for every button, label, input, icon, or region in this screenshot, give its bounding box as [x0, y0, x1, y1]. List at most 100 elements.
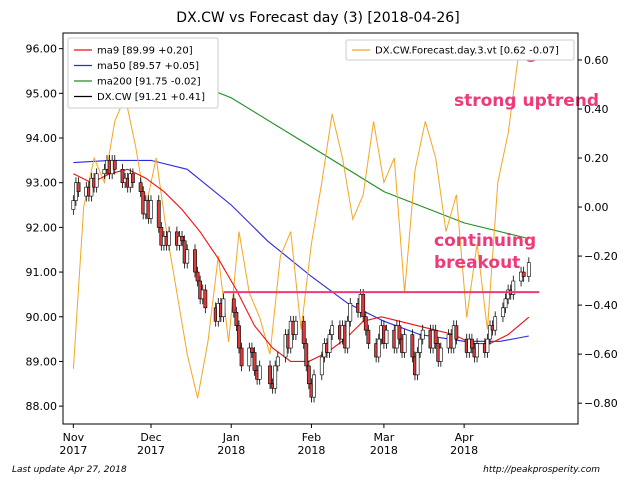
- candle-body: [330, 325, 335, 335]
- candle-body: [273, 365, 278, 389]
- y-left-tick-label: 89.00: [26, 355, 58, 368]
- candle-body: [130, 173, 135, 183]
- candle-body: [247, 347, 252, 367]
- candle-body: [76, 182, 81, 192]
- candle: [195, 266, 200, 287]
- candle: [221, 293, 226, 323]
- y-left-tick-label: 93.00: [26, 177, 58, 190]
- candle: [120, 163, 125, 189]
- candle: [418, 333, 423, 358]
- candle-body: [433, 329, 438, 344]
- candle: [203, 284, 208, 314]
- candle: [521, 266, 526, 282]
- candle-body: [327, 334, 332, 353]
- candle: [488, 320, 492, 345]
- candle: [330, 320, 335, 340]
- candle-body: [438, 347, 443, 362]
- candle: [112, 154, 117, 175]
- legend-left-entry: ma200 [91.75 -0.02]: [97, 77, 201, 88]
- candle: [275, 351, 280, 372]
- candle-body: [257, 365, 262, 380]
- candle-body: [156, 200, 161, 228]
- candle: [247, 342, 252, 372]
- y-left-tick-label: 88.00: [26, 400, 58, 413]
- candle: [319, 351, 324, 381]
- candle-body: [312, 374, 316, 398]
- candle-body: [526, 262, 531, 277]
- y-right-tick-label: −0.40: [584, 299, 618, 312]
- candle-body: [112, 160, 117, 170]
- candle: [469, 333, 474, 354]
- candle: [252, 347, 257, 376]
- candle: [485, 333, 490, 358]
- candle-body: [485, 338, 490, 353]
- x-tick-label-month: Feb: [302, 431, 321, 444]
- candle: [76, 177, 81, 197]
- candle: [501, 302, 505, 323]
- footer-url: http://peakprosperity.com: [483, 465, 600, 475]
- y-left-tick-label: 90.00: [26, 311, 58, 324]
- candle: [420, 324, 425, 345]
- legend-right: DX.CW.Forecast.day.3.vt [0.62 -0.07]: [345, 39, 575, 61]
- candle: [376, 333, 381, 363]
- legend-left-entry: ma9 [89.99 +0.20]: [97, 46, 193, 57]
- candle-body: [252, 352, 257, 371]
- legend-left: ma9 [89.99 +0.20] ma50 [89.57 +0.05] ma200…: [67, 37, 219, 109]
- candle: [366, 324, 371, 349]
- candle: [167, 226, 172, 251]
- y-right-tick-label: −0.80: [584, 397, 618, 410]
- candle-body: [94, 173, 99, 188]
- y-left-tick-label: 95.00: [26, 87, 58, 100]
- candle-body: [304, 343, 309, 367]
- y-left-tick-label: 94.00: [26, 132, 58, 145]
- y-right-tick-label: 0.00: [584, 201, 609, 214]
- y-left-tick-label: 92.00: [26, 221, 58, 234]
- candle-body: [203, 289, 208, 309]
- candle-body: [294, 320, 298, 335]
- candle: [138, 177, 143, 197]
- candle: [526, 257, 531, 282]
- y-right-tick-label: 0.40: [584, 103, 609, 116]
- x-tick-label-month: Apr: [455, 431, 475, 444]
- annotation-continuing: continuing: [434, 231, 536, 251]
- candle: [94, 168, 99, 193]
- candle-body: [239, 347, 244, 367]
- candle-body: [301, 320, 306, 344]
- ma9-line: [73, 168, 530, 362]
- candle: [71, 195, 76, 215]
- candle-body: [268, 365, 272, 385]
- candle: [312, 369, 316, 403]
- y-right-tick-label: −0.60: [584, 348, 618, 361]
- candle-body: [71, 200, 76, 210]
- legend-right-entry: DX.CW.Forecast.day.3.vt [0.62 -0.07]: [375, 46, 559, 57]
- series-layer: [72, 54, 530, 399]
- candle-body: [237, 325, 241, 349]
- candle: [511, 275, 516, 300]
- candle: [268, 360, 272, 390]
- candle-body: [193, 249, 197, 273]
- candle: [327, 329, 332, 358]
- candle: [475, 338, 479, 363]
- candle: [180, 230, 184, 247]
- x-tick-label-month: Jan: [222, 431, 240, 444]
- legend-left-entry: ma50 [89.57 +0.05]: [97, 61, 199, 72]
- x-tick-label-year: 2017: [59, 444, 87, 457]
- candle-body: [231, 298, 236, 313]
- candle-body: [345, 320, 350, 349]
- candle-body: [501, 307, 505, 318]
- candle-body: [363, 316, 368, 331]
- x-tick-label-year: 2018: [370, 444, 398, 457]
- annotation-breakout: breakout: [434, 253, 520, 273]
- y-right-tick-label: 0.20: [584, 152, 609, 165]
- x-tick-label-month: Mar: [374, 431, 395, 444]
- candle-body: [511, 280, 516, 295]
- candles-layer: [71, 154, 531, 403]
- candle: [156, 195, 161, 233]
- candle: [438, 342, 443, 367]
- candle-body: [361, 294, 366, 318]
- candle-body: [376, 338, 381, 358]
- candle: [239, 342, 244, 372]
- candle-body: [454, 325, 459, 340]
